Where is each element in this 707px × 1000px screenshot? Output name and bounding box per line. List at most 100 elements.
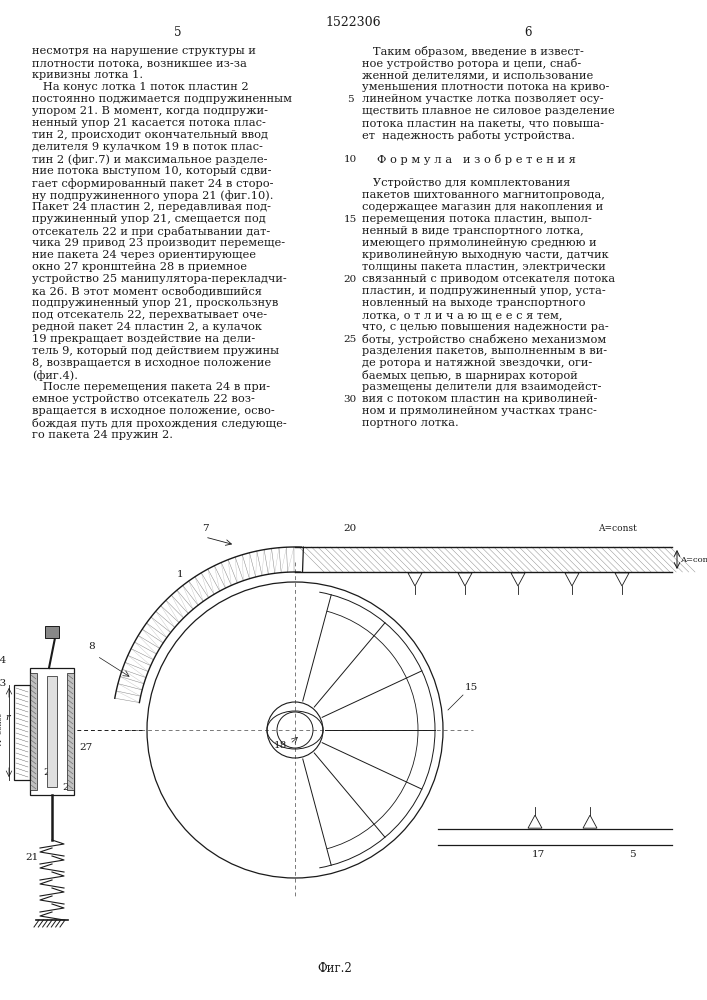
Text: содержащее магазин для накопления и: содержащее магазин для накопления и bbox=[362, 202, 603, 212]
Text: 21: 21 bbox=[25, 853, 39, 862]
Text: тин 2, происходит окончательный ввод: тин 2, происходит окончательный ввод bbox=[32, 130, 268, 140]
Text: Таким образом, введение в извест-: Таким образом, введение в извест- bbox=[362, 46, 584, 57]
Text: пакетов шихтованного магнитопровода,: пакетов шихтованного магнитопровода, bbox=[362, 190, 605, 200]
Text: Ф о р м у л а   и з о б р е т е н и я: Ф о р м у л а и з о б р е т е н и я bbox=[377, 154, 576, 165]
Polygon shape bbox=[528, 815, 542, 828]
Text: пластин, и подпружиненный упор, уста-: пластин, и подпружиненный упор, уста- bbox=[362, 286, 606, 296]
Text: тин 2 (фиг.7) и максимальное разделе-: тин 2 (фиг.7) и максимальное разделе- bbox=[32, 154, 267, 165]
Text: 5: 5 bbox=[629, 850, 636, 859]
Text: 1522306: 1522306 bbox=[325, 15, 381, 28]
Text: 20: 20 bbox=[344, 524, 356, 533]
Text: пружиненный упор 21, смещается под: пружиненный упор 21, смещается под bbox=[32, 214, 266, 224]
Text: чика 29 привод 23 производит перемеще-: чика 29 привод 23 производит перемеще- bbox=[32, 238, 285, 248]
Text: окно 27 кронштейна 28 в приемное: окно 27 кронштейна 28 в приемное bbox=[32, 262, 247, 272]
Text: упором 21. В момент, когда подпружи-: упором 21. В момент, когда подпружи- bbox=[32, 106, 268, 116]
Text: уменьшения плотности потока на криво-: уменьшения плотности потока на криво- bbox=[362, 82, 609, 92]
Bar bbox=[47, 676, 57, 787]
Text: имеющего прямолинейную среднюю и: имеющего прямолинейную среднюю и bbox=[362, 238, 597, 248]
Text: 7: 7 bbox=[201, 524, 209, 533]
Text: устройство 25 манипулятора-перекладчи-: устройство 25 манипулятора-перекладчи- bbox=[32, 274, 287, 284]
Text: подпружиненный упор 21, проскользнув: подпружиненный упор 21, проскользнув bbox=[32, 298, 279, 308]
Text: тель 9, который под действием пружины: тель 9, который под действием пружины bbox=[32, 346, 279, 356]
Bar bbox=[30, 668, 74, 795]
Text: портного лотка.: портного лотка. bbox=[362, 418, 459, 428]
Text: 15: 15 bbox=[465, 683, 478, 692]
Bar bbox=[30, 673, 37, 790]
Text: 19 прекращает воздействие на дели-: 19 прекращает воздействие на дели- bbox=[32, 334, 255, 344]
Text: ное устройство ротора и цепи, снаб-: ное устройство ротора и цепи, снаб- bbox=[362, 58, 581, 69]
Text: 10: 10 bbox=[344, 155, 356, 164]
Text: Устройство для комплектования: Устройство для комплектования bbox=[362, 178, 571, 188]
Text: 25: 25 bbox=[344, 336, 356, 344]
Text: разделения пакетов, выполненным в ви-: разделения пакетов, выполненным в ви- bbox=[362, 346, 607, 356]
Text: A=const: A=const bbox=[680, 556, 707, 564]
Text: A=const: A=const bbox=[0, 714, 4, 746]
Text: женной делителями, и использование: женной делителями, и использование bbox=[362, 70, 593, 80]
Text: вращается в исходное положение, осво-: вращается в исходное положение, осво- bbox=[32, 406, 275, 416]
Text: 28: 28 bbox=[43, 768, 57, 777]
Text: 8: 8 bbox=[88, 642, 95, 651]
Text: 30: 30 bbox=[344, 395, 356, 404]
Text: го пакета 24 пружин 2.: го пакета 24 пружин 2. bbox=[32, 430, 173, 440]
Text: r: r bbox=[47, 731, 52, 740]
Text: ну подпружиненного упора 21 (фиг.10).: ну подпружиненного упора 21 (фиг.10). bbox=[32, 190, 274, 201]
Text: ненный в виде транспортного лотка,: ненный в виде транспортного лотка, bbox=[362, 226, 584, 236]
Text: 5: 5 bbox=[174, 25, 182, 38]
Polygon shape bbox=[458, 573, 472, 586]
Polygon shape bbox=[583, 815, 597, 828]
Text: постоянно поджимается подпружиненным: постоянно поджимается подпружиненным bbox=[32, 94, 292, 104]
Polygon shape bbox=[511, 573, 525, 586]
Text: 6: 6 bbox=[525, 25, 532, 38]
Text: баемых цепью, в шарнирах которой: баемых цепью, в шарнирах которой bbox=[362, 370, 578, 381]
Text: плотности потока, возникшее из-за: плотности потока, возникшее из-за bbox=[32, 58, 247, 68]
Text: перемещения потока пластин, выпол-: перемещения потока пластин, выпол- bbox=[362, 214, 592, 224]
Text: гает сформированный пакет 24 в сторо-: гает сформированный пакет 24 в сторо- bbox=[32, 178, 274, 189]
Text: толщины пакета пластин, электрически: толщины пакета пластин, электрически bbox=[362, 262, 606, 272]
Text: лотка, о т л и ч а ю щ е е с я тем,: лотка, о т л и ч а ю щ е е с я тем, bbox=[362, 310, 563, 320]
Text: 25: 25 bbox=[62, 783, 75, 792]
Text: ка 26. В этот момент освободившийся: ка 26. В этот момент освободившийся bbox=[32, 286, 262, 297]
Text: Фиг.2: Фиг.2 bbox=[317, 962, 352, 974]
Text: под отсекатель 22, перехватывает оче-: под отсекатель 22, перехватывает оче- bbox=[32, 310, 267, 320]
Text: 1: 1 bbox=[177, 570, 183, 579]
Text: размещены делители для взаимодейст-: размещены делители для взаимодейст- bbox=[362, 382, 602, 392]
Text: 18: 18 bbox=[274, 741, 286, 750]
Text: несмотря на нарушение структуры и: несмотря на нарушение структуры и bbox=[32, 46, 256, 56]
Text: ние пакета 24 через ориентирующее: ние пакета 24 через ориентирующее bbox=[32, 250, 256, 260]
Text: Пакет 24 пластин 2, передавливая под-: Пакет 24 пластин 2, передавливая под- bbox=[32, 202, 271, 212]
Bar bbox=[45, 626, 59, 638]
Text: A=const: A=const bbox=[597, 524, 636, 533]
Text: На конус лотка 1 поток пластин 2: На конус лотка 1 поток пластин 2 bbox=[32, 82, 249, 92]
Text: криволинейную выходную части, датчик: криволинейную выходную части, датчик bbox=[362, 250, 609, 260]
Text: редной пакет 24 пластин 2, а кулачок: редной пакет 24 пластин 2, а кулачок bbox=[32, 322, 262, 332]
Text: связанный с приводом отсекателя потока: связанный с приводом отсекателя потока bbox=[362, 274, 615, 284]
Text: делителя 9 кулачком 19 в поток плас-: делителя 9 кулачком 19 в поток плас- bbox=[32, 142, 263, 152]
Text: 8, возвращается в исходное положение: 8, возвращается в исходное положение bbox=[32, 358, 271, 368]
Text: потока пластин на пакеты, что повыша-: потока пластин на пакеты, что повыша- bbox=[362, 118, 604, 128]
Polygon shape bbox=[565, 573, 579, 586]
Text: ние потока выступом 10, который сдви-: ние потока выступом 10, который сдви- bbox=[32, 166, 271, 176]
Text: (фиг.4).: (фиг.4). bbox=[32, 370, 78, 381]
Bar bbox=[14, 685, 30, 780]
Text: отсекатель 22 и при срабатывании дат-: отсекатель 22 и при срабатывании дат- bbox=[32, 226, 270, 237]
Text: бождая путь для прохождения следующе-: бождая путь для прохождения следующе- bbox=[32, 418, 287, 429]
Text: 24: 24 bbox=[0, 656, 6, 665]
Text: ет  надежность работы устройства.: ет надежность работы устройства. bbox=[362, 130, 575, 141]
Text: кривизны лотка 1.: кривизны лотка 1. bbox=[32, 70, 143, 80]
Text: После перемещения пакета 24 в при-: После перемещения пакета 24 в при- bbox=[32, 382, 270, 392]
Text: 17: 17 bbox=[532, 850, 544, 859]
Text: линейном участке лотка позволяет осу-: линейном участке лотка позволяет осу- bbox=[362, 94, 604, 104]
Text: емное устройство отсекатель 22 воз-: емное устройство отсекатель 22 воз- bbox=[32, 394, 255, 404]
Text: 5: 5 bbox=[346, 96, 354, 104]
Text: боты, устройство снабжено механизмом: боты, устройство снабжено механизмом bbox=[362, 334, 606, 345]
Text: r: r bbox=[6, 713, 10, 722]
Text: ном и прямолинейном участках транс-: ном и прямолинейном участках транс- bbox=[362, 406, 597, 416]
Polygon shape bbox=[408, 573, 422, 586]
Text: ществить плавное не силовое разделение: ществить плавное не силовое разделение bbox=[362, 106, 615, 116]
Polygon shape bbox=[615, 573, 629, 586]
Bar bbox=[67, 673, 74, 790]
Text: 15: 15 bbox=[344, 216, 356, 225]
Text: 27: 27 bbox=[79, 743, 92, 752]
Text: де ротора и натяжной звездочки, оги-: де ротора и натяжной звездочки, оги- bbox=[362, 358, 592, 368]
Text: вия с потоком пластин на криволиней-: вия с потоком пластин на криволиней- bbox=[362, 394, 597, 404]
